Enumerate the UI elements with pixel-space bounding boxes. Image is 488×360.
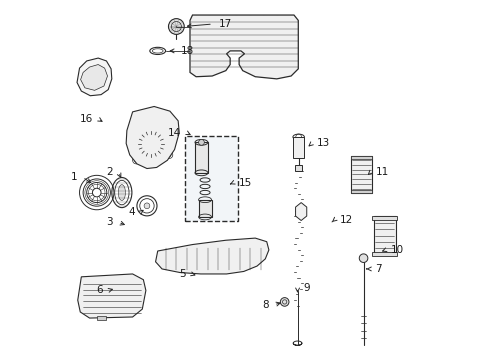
Polygon shape xyxy=(77,58,112,96)
Polygon shape xyxy=(190,15,298,79)
Circle shape xyxy=(234,16,239,20)
Bar xyxy=(351,156,371,159)
Text: 9: 9 xyxy=(303,283,309,293)
Polygon shape xyxy=(81,64,107,90)
Text: 8: 8 xyxy=(262,300,268,310)
Circle shape xyxy=(134,158,138,162)
Bar xyxy=(185,136,238,221)
Text: 4: 4 xyxy=(128,207,135,217)
Circle shape xyxy=(163,121,167,125)
Text: 5: 5 xyxy=(179,269,185,279)
Text: 1: 1 xyxy=(70,172,77,182)
Text: 13: 13 xyxy=(317,139,330,148)
Text: 15: 15 xyxy=(238,178,251,188)
Circle shape xyxy=(168,19,184,35)
Circle shape xyxy=(288,16,293,20)
Bar xyxy=(351,190,371,193)
Text: 17: 17 xyxy=(218,19,231,29)
Circle shape xyxy=(221,16,225,20)
Text: 12: 12 xyxy=(339,215,352,225)
Polygon shape xyxy=(126,107,179,168)
Circle shape xyxy=(144,203,149,209)
Circle shape xyxy=(280,298,288,306)
Circle shape xyxy=(248,16,252,20)
Text: 16: 16 xyxy=(80,114,93,124)
Text: 3: 3 xyxy=(106,217,113,227)
Circle shape xyxy=(198,139,204,145)
Ellipse shape xyxy=(118,185,125,201)
Polygon shape xyxy=(155,238,268,274)
Text: 14: 14 xyxy=(167,128,181,138)
Bar xyxy=(198,200,211,217)
Circle shape xyxy=(167,153,171,157)
Circle shape xyxy=(135,117,139,121)
Text: 11: 11 xyxy=(375,167,388,177)
Text: 6: 6 xyxy=(96,285,102,296)
Text: 18: 18 xyxy=(181,46,194,56)
Circle shape xyxy=(207,16,211,20)
Polygon shape xyxy=(359,254,367,262)
Circle shape xyxy=(261,16,265,20)
Polygon shape xyxy=(295,203,306,221)
Circle shape xyxy=(275,16,279,20)
Text: 2: 2 xyxy=(106,167,113,177)
Text: 7: 7 xyxy=(374,264,381,274)
Bar xyxy=(97,316,105,320)
Bar xyxy=(371,216,396,220)
Polygon shape xyxy=(78,274,145,318)
Circle shape xyxy=(148,141,154,147)
Bar xyxy=(294,165,302,171)
Circle shape xyxy=(194,16,198,20)
Text: 10: 10 xyxy=(390,245,404,255)
Bar xyxy=(292,137,304,158)
Bar xyxy=(371,252,396,256)
Bar xyxy=(195,142,207,173)
Bar xyxy=(373,216,395,255)
Bar xyxy=(351,156,371,193)
